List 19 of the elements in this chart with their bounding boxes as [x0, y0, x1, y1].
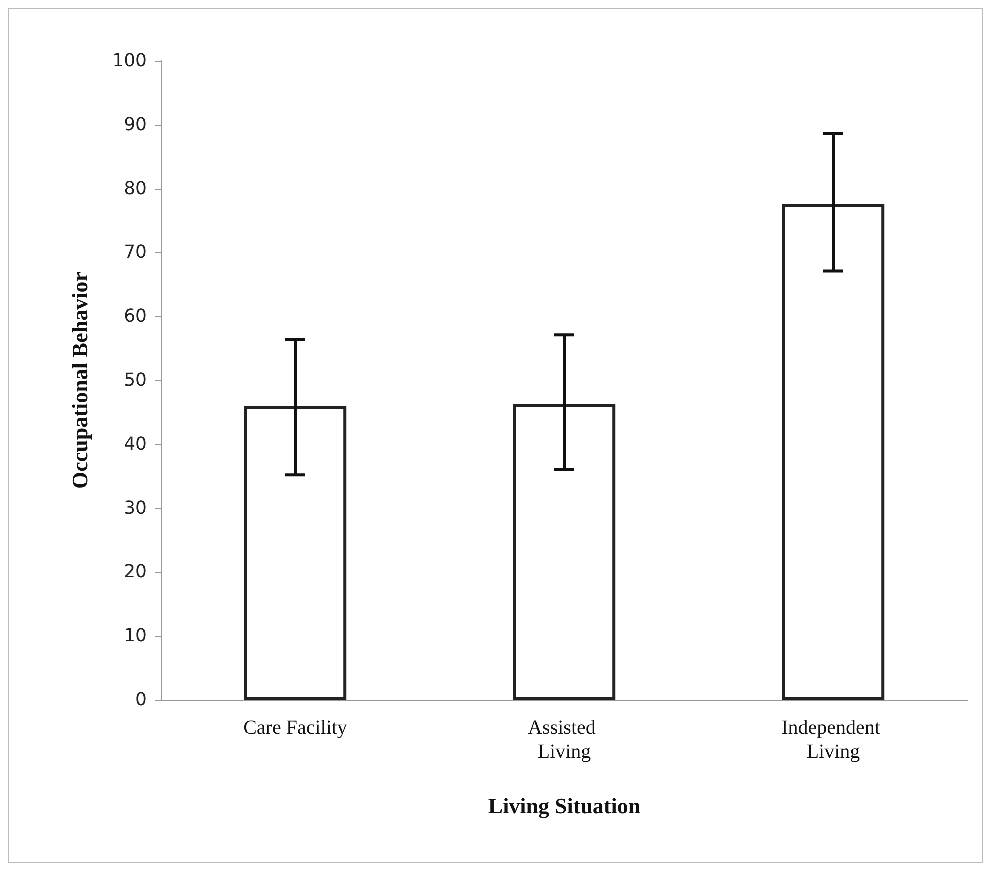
- x-tick-label: Independent Living: [782, 717, 886, 763]
- y-tick-label: 60: [124, 306, 147, 328]
- y-tick-label: 40: [124, 434, 147, 455]
- y-tick-label: 50: [124, 370, 147, 391]
- bar: [244, 406, 347, 700]
- y-tick-label: 100: [112, 50, 147, 72]
- y-tick-label: 0: [136, 690, 147, 710]
- y-tick-label: 90: [124, 114, 147, 136]
- x-tick-label: Assisted Living: [528, 717, 601, 763]
- y-tick-label: 30: [124, 498, 147, 519]
- y-tick-label: 80: [124, 178, 147, 200]
- bar: [513, 404, 616, 700]
- x-axis-title: Living Situation: [488, 794, 641, 818]
- y-axis-title: Occupational Behavior: [68, 272, 92, 489]
- y-tick-label: 10: [124, 626, 147, 647]
- x-tick-label: Care Facility: [244, 717, 348, 739]
- bar: [782, 204, 885, 700]
- y-tick-label: 20: [124, 562, 147, 583]
- y-tick-label: 70: [124, 242, 147, 264]
